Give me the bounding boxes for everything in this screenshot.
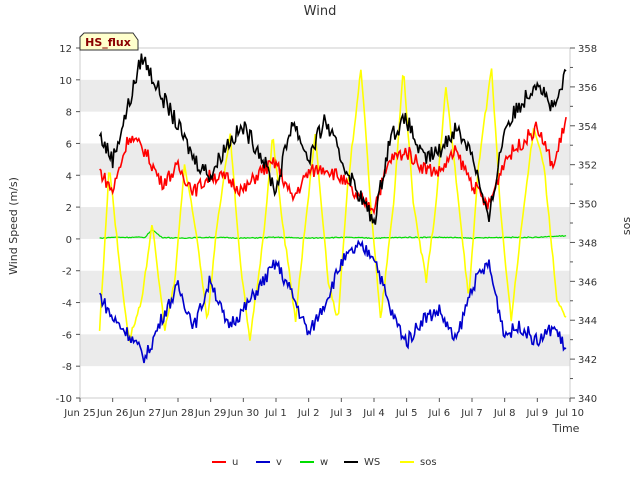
y-tick-label: -4 bbox=[62, 299, 72, 310]
legend: u v w WS sos bbox=[212, 457, 437, 468]
chart-title: Wind bbox=[304, 4, 337, 19]
grid-band bbox=[80, 334, 570, 367]
y2-tick-label: 346 bbox=[578, 277, 597, 288]
x-tick-label: Jul 8 bbox=[493, 408, 516, 419]
legend-label-v: v bbox=[276, 457, 282, 468]
y-tick-label: 0 bbox=[66, 235, 72, 246]
x-tick-label: Jul 1 bbox=[264, 408, 287, 419]
x-tick-label: Jun 30 bbox=[227, 408, 260, 419]
y2-tick-label: 340 bbox=[578, 394, 597, 405]
y2-tick-label: 342 bbox=[578, 355, 597, 366]
x-tick-label: Jul 3 bbox=[330, 408, 353, 419]
x-tick-label: Jun 27 bbox=[129, 408, 162, 419]
y-axis-label: Wind Speed (m/s) bbox=[7, 177, 20, 275]
station-label-bg bbox=[79, 32, 139, 51]
y-tick-label: -2 bbox=[62, 267, 72, 278]
series-line-w bbox=[99, 229, 567, 240]
x-tick-label: Jun 26 bbox=[96, 408, 129, 419]
y-tick-label: 10 bbox=[59, 76, 72, 87]
y2-tick-label: 356 bbox=[578, 83, 597, 94]
x-tick-label: Jun 29 bbox=[194, 408, 227, 419]
x-tick-label: Jul 7 bbox=[460, 408, 483, 419]
legend-label-u: u bbox=[232, 457, 238, 468]
station-label-box: HS_flux bbox=[79, 32, 139, 51]
series-line-sos bbox=[98, 68, 567, 343]
series-layer bbox=[98, 53, 567, 364]
y-axis-right: 340 342 344 346 348 350 352 354 356 358 bbox=[570, 44, 597, 405]
y2-tick-label: 352 bbox=[578, 161, 597, 172]
x-tick-label: Jul 4 bbox=[362, 408, 385, 419]
y2-tick-label: 348 bbox=[578, 238, 597, 249]
station-label: HS_flux bbox=[85, 36, 131, 49]
legend-label-WS: WS bbox=[364, 457, 380, 468]
y-axis-left: -10 -8 -6 -4 -2 0 2 4 6 8 10 12 bbox=[56, 44, 80, 405]
y2-tick-label: 350 bbox=[578, 200, 597, 211]
grid-bands bbox=[80, 79, 570, 367]
y-tick-label: -6 bbox=[62, 330, 72, 341]
y-tick-label: 12 bbox=[59, 44, 72, 55]
x-axis: Jun 25 Jun 26 Jun 27 Jun 28 Jun 29 Jun 30 Jul … bbox=[63, 398, 584, 419]
grid-band bbox=[80, 143, 570, 176]
y-tick-label: -8 bbox=[62, 362, 72, 373]
y-tick-label: 2 bbox=[66, 203, 72, 214]
y2-axis-label: sos bbox=[620, 217, 633, 235]
x-tick-label: Jun 25 bbox=[63, 408, 96, 419]
y2-tick-label: 358 bbox=[578, 44, 597, 55]
x-tick-label: Jul 9 bbox=[526, 408, 549, 419]
x-tick-label: Jul 10 bbox=[555, 408, 584, 419]
y2-tick-label: 344 bbox=[578, 316, 597, 327]
x-tick-label: Jun 28 bbox=[161, 408, 194, 419]
x-axis-label: Time bbox=[552, 422, 580, 435]
legend-label-w: w bbox=[320, 457, 328, 468]
x-tick-label: Jul 5 bbox=[395, 408, 418, 419]
series-line-WS bbox=[98, 53, 567, 225]
series-line-u bbox=[99, 116, 567, 216]
y-tick-label: 6 bbox=[66, 139, 72, 150]
y-tick-label: -10 bbox=[56, 394, 72, 405]
y2-tick-label: 354 bbox=[578, 122, 597, 133]
y-tick-label: 8 bbox=[66, 108, 72, 119]
legend-label-sos: sos bbox=[420, 457, 437, 468]
x-tick-label: Jul 6 bbox=[428, 408, 451, 419]
grid-band bbox=[80, 207, 570, 239]
y-tick-label: 4 bbox=[66, 171, 72, 182]
series-line-v bbox=[98, 239, 567, 364]
x-tick-label: Jul 2 bbox=[297, 408, 320, 419]
